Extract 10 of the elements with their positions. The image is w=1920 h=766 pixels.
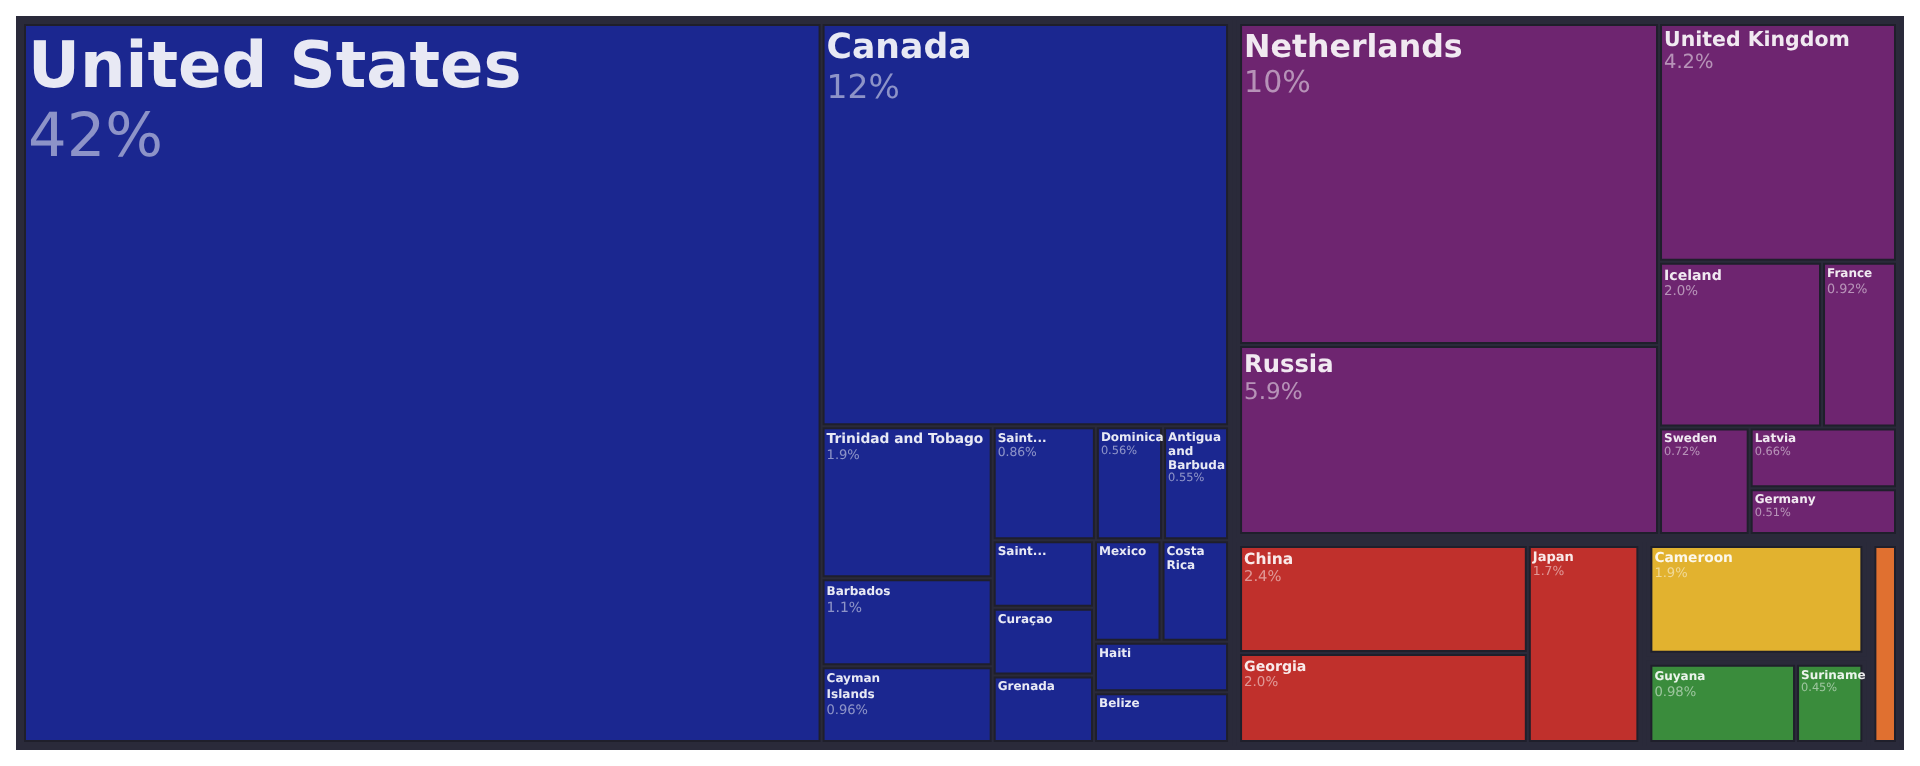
data-label: 42% xyxy=(28,101,164,172)
category-label: Netherlands xyxy=(1244,27,1463,66)
category-label: United Kingdom xyxy=(1664,27,1850,52)
category-label: Canada xyxy=(826,27,972,68)
data-label: 10% xyxy=(1244,63,1311,100)
data-label: 4.2% xyxy=(1664,51,1714,74)
data-label: 5.9% xyxy=(1244,377,1303,406)
data-label: 12% xyxy=(826,67,900,106)
category-label: United States xyxy=(28,26,522,103)
category-label: Russia xyxy=(1244,349,1334,378)
